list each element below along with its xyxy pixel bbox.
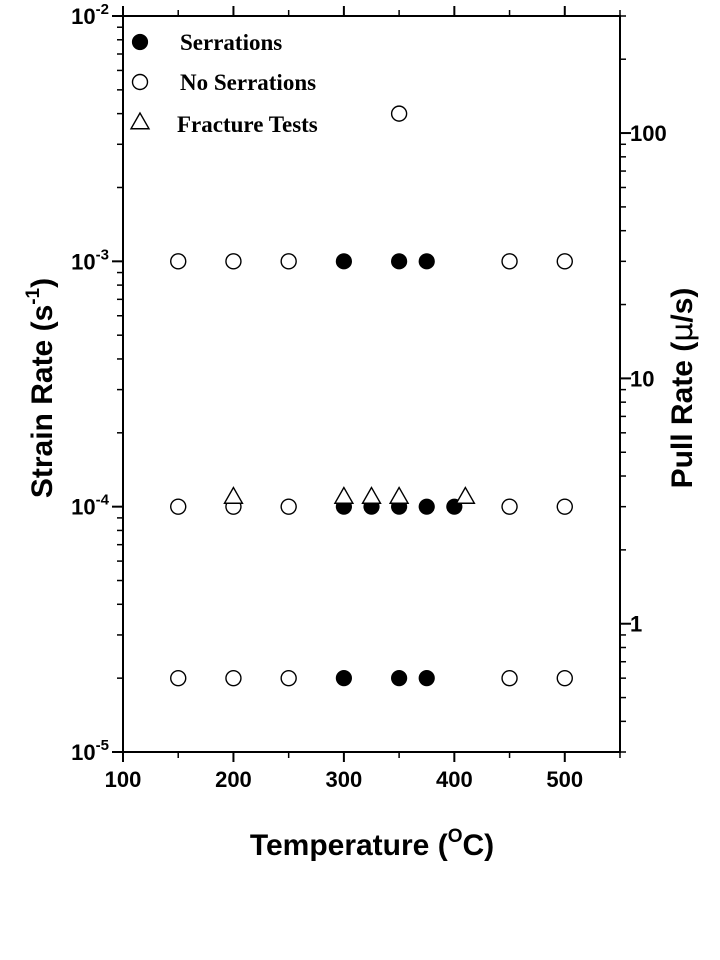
data-point (418, 498, 435, 515)
data-point (335, 253, 352, 270)
data-point (556, 253, 573, 270)
data-point (280, 669, 297, 687)
y-left-tick-exp: -5 (96, 737, 109, 754)
data-point (501, 253, 518, 270)
y-left-tick-label: 10-3 (71, 246, 109, 274)
data-point (388, 486, 410, 504)
data-point (335, 670, 352, 687)
x-axis-label-end: C) (462, 829, 494, 862)
data-point (391, 253, 408, 270)
data-point (280, 498, 297, 515)
data-point (280, 253, 297, 270)
y-axis-left-label-main: Strain Rate (s (26, 305, 59, 498)
data-point (556, 669, 573, 687)
y-left-tick-label: 10-5 (71, 737, 109, 765)
x-axis-label-sup: O (448, 826, 463, 847)
data-point (170, 669, 187, 687)
plot-border (122, 15, 621, 753)
y-left-tick-base: 10 (71, 4, 95, 29)
legend-label: No Serrations (180, 70, 316, 95)
data-point (418, 670, 435, 687)
data-point (223, 486, 244, 504)
data-point (361, 486, 382, 504)
y-axis-left: 10-510-410-310-2 (71, 1, 123, 765)
y-left-tick-exp: -4 (96, 492, 110, 509)
data-point (170, 498, 187, 515)
y-left-tick-exp: -3 (96, 246, 109, 263)
series-fracture-tests (223, 486, 476, 504)
data-point (391, 670, 408, 687)
series-no-serrations (170, 105, 573, 687)
y-axis-right-label: Pull Rate (μ/s) (665, 288, 700, 489)
y-axis-left-label-end: ) (26, 278, 59, 288)
x-tick-label: 400 (436, 767, 473, 792)
legend-marker (131, 73, 149, 91)
x-tick-label: 200 (215, 767, 252, 792)
y-axis-right: 1 10 100 (620, 15, 667, 753)
x-tick-label: 300 (326, 767, 363, 792)
data-points (170, 105, 573, 687)
y-axis-left-label: Strain Rate (s-1) (23, 278, 59, 498)
x-axis: 100 200 300 400 500 (105, 6, 621, 792)
y-right-tick-label: 1 (630, 612, 642, 637)
y-left-tick-base: 10 (71, 495, 95, 520)
data-point (501, 498, 518, 515)
y-axis-left-label-sup: -1 (23, 287, 44, 304)
legend-label: Fracture Tests (177, 112, 318, 137)
x-tick-label: 100 (105, 767, 142, 792)
legend-entry: Fracture Tests (129, 111, 318, 137)
legend-marker (129, 111, 151, 130)
data-point (501, 669, 518, 687)
x-axis-label-main: Temperature ( (250, 829, 448, 862)
legend-label: Serrations (180, 30, 282, 55)
x-tick-label: 500 (546, 767, 583, 792)
series-serrations (335, 253, 463, 687)
data-point (333, 486, 355, 504)
plot-frame (122, 15, 621, 753)
data-point (225, 669, 242, 687)
y-left-tick-base: 10 (71, 740, 95, 765)
legend: Serrations No Serrations Fracture Tests (129, 30, 318, 137)
x-axis-label: Temperature (OC) (250, 826, 494, 862)
y-left-tick-label: 10-4 (71, 492, 109, 520)
data-point (170, 253, 187, 270)
data-point (455, 486, 476, 504)
data-point (556, 498, 573, 515)
y-left-tick-exp: -2 (96, 1, 109, 18)
data-point (390, 105, 408, 122)
data-point (225, 253, 242, 270)
y-left-tick-label: 10-2 (71, 1, 109, 29)
legend-entry: No Serrations (131, 70, 316, 95)
legend-marker (131, 33, 149, 51)
data-point (418, 253, 435, 270)
y-right-tick-label: 10 (630, 366, 654, 391)
y-axis-right-label-main: Pull Rate ( (666, 342, 699, 489)
legend-entry: Serrations (131, 30, 282, 55)
y-right-tick-label: 100 (630, 121, 667, 146)
y-axis-right-label-mu: μ (665, 323, 700, 342)
y-left-tick-base: 10 (71, 249, 95, 274)
y-axis-right-label-end: /s) (666, 288, 699, 323)
